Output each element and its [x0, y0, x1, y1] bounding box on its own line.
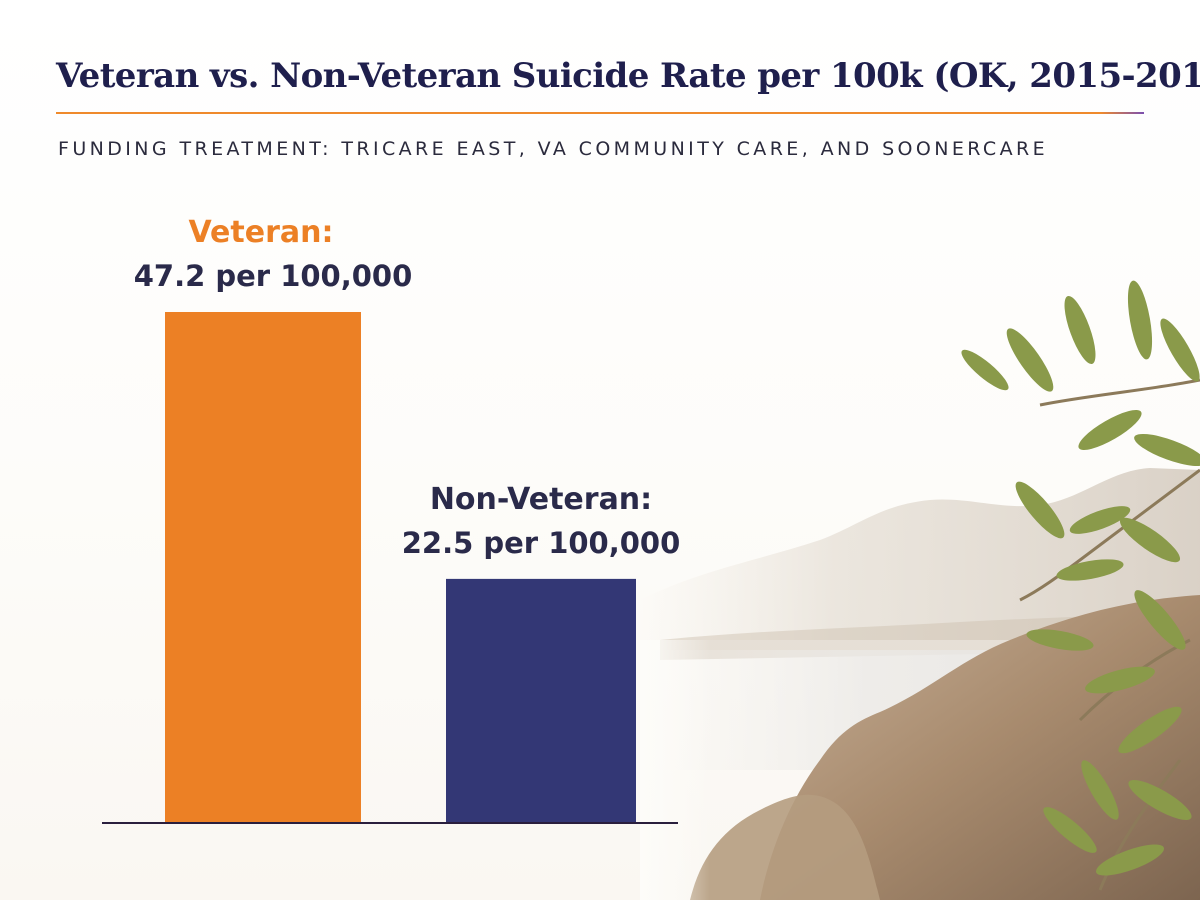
data-label-value: 22.5 per 100,000 — [402, 526, 681, 560]
bar-non-veteran — [446, 578, 636, 822]
rock-shape — [760, 595, 1200, 900]
data-label-category: Veteran: — [188, 215, 333, 250]
mountain-shape — [640, 468, 1200, 640]
data-label-category: Non-Veteran: — [430, 482, 652, 517]
page-title: Veteran vs. Non-Veteran Suicide Rate per… — [56, 56, 1200, 96]
bar-veteran — [165, 312, 361, 822]
title-divider — [56, 112, 1144, 114]
olive-branch-icon — [961, 280, 1200, 891]
page-subtitle: FUNDING TREATMENT: TRICARE EAST, VA COMM… — [58, 138, 1048, 160]
data-label-value: 47.2 per 100,000 — [134, 259, 413, 293]
